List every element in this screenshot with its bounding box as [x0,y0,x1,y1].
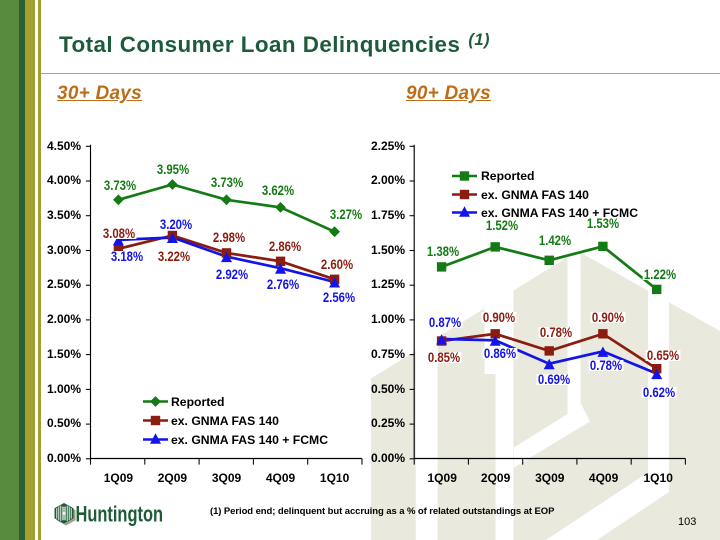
svg-text:Huntington: Huntington [76,502,164,527]
